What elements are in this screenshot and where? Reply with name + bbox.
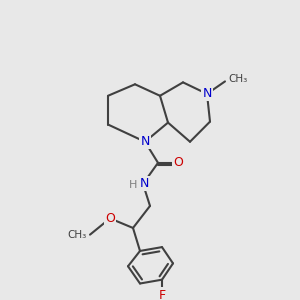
Text: CH₃: CH₃ — [68, 230, 87, 240]
Text: CH₃: CH₃ — [228, 74, 247, 85]
Text: F: F — [158, 289, 166, 300]
Text: N: N — [202, 87, 212, 101]
Text: O: O — [105, 212, 115, 225]
Text: N: N — [140, 135, 150, 148]
Text: O: O — [173, 156, 183, 169]
Text: N: N — [139, 177, 149, 190]
Text: H: H — [129, 180, 137, 190]
